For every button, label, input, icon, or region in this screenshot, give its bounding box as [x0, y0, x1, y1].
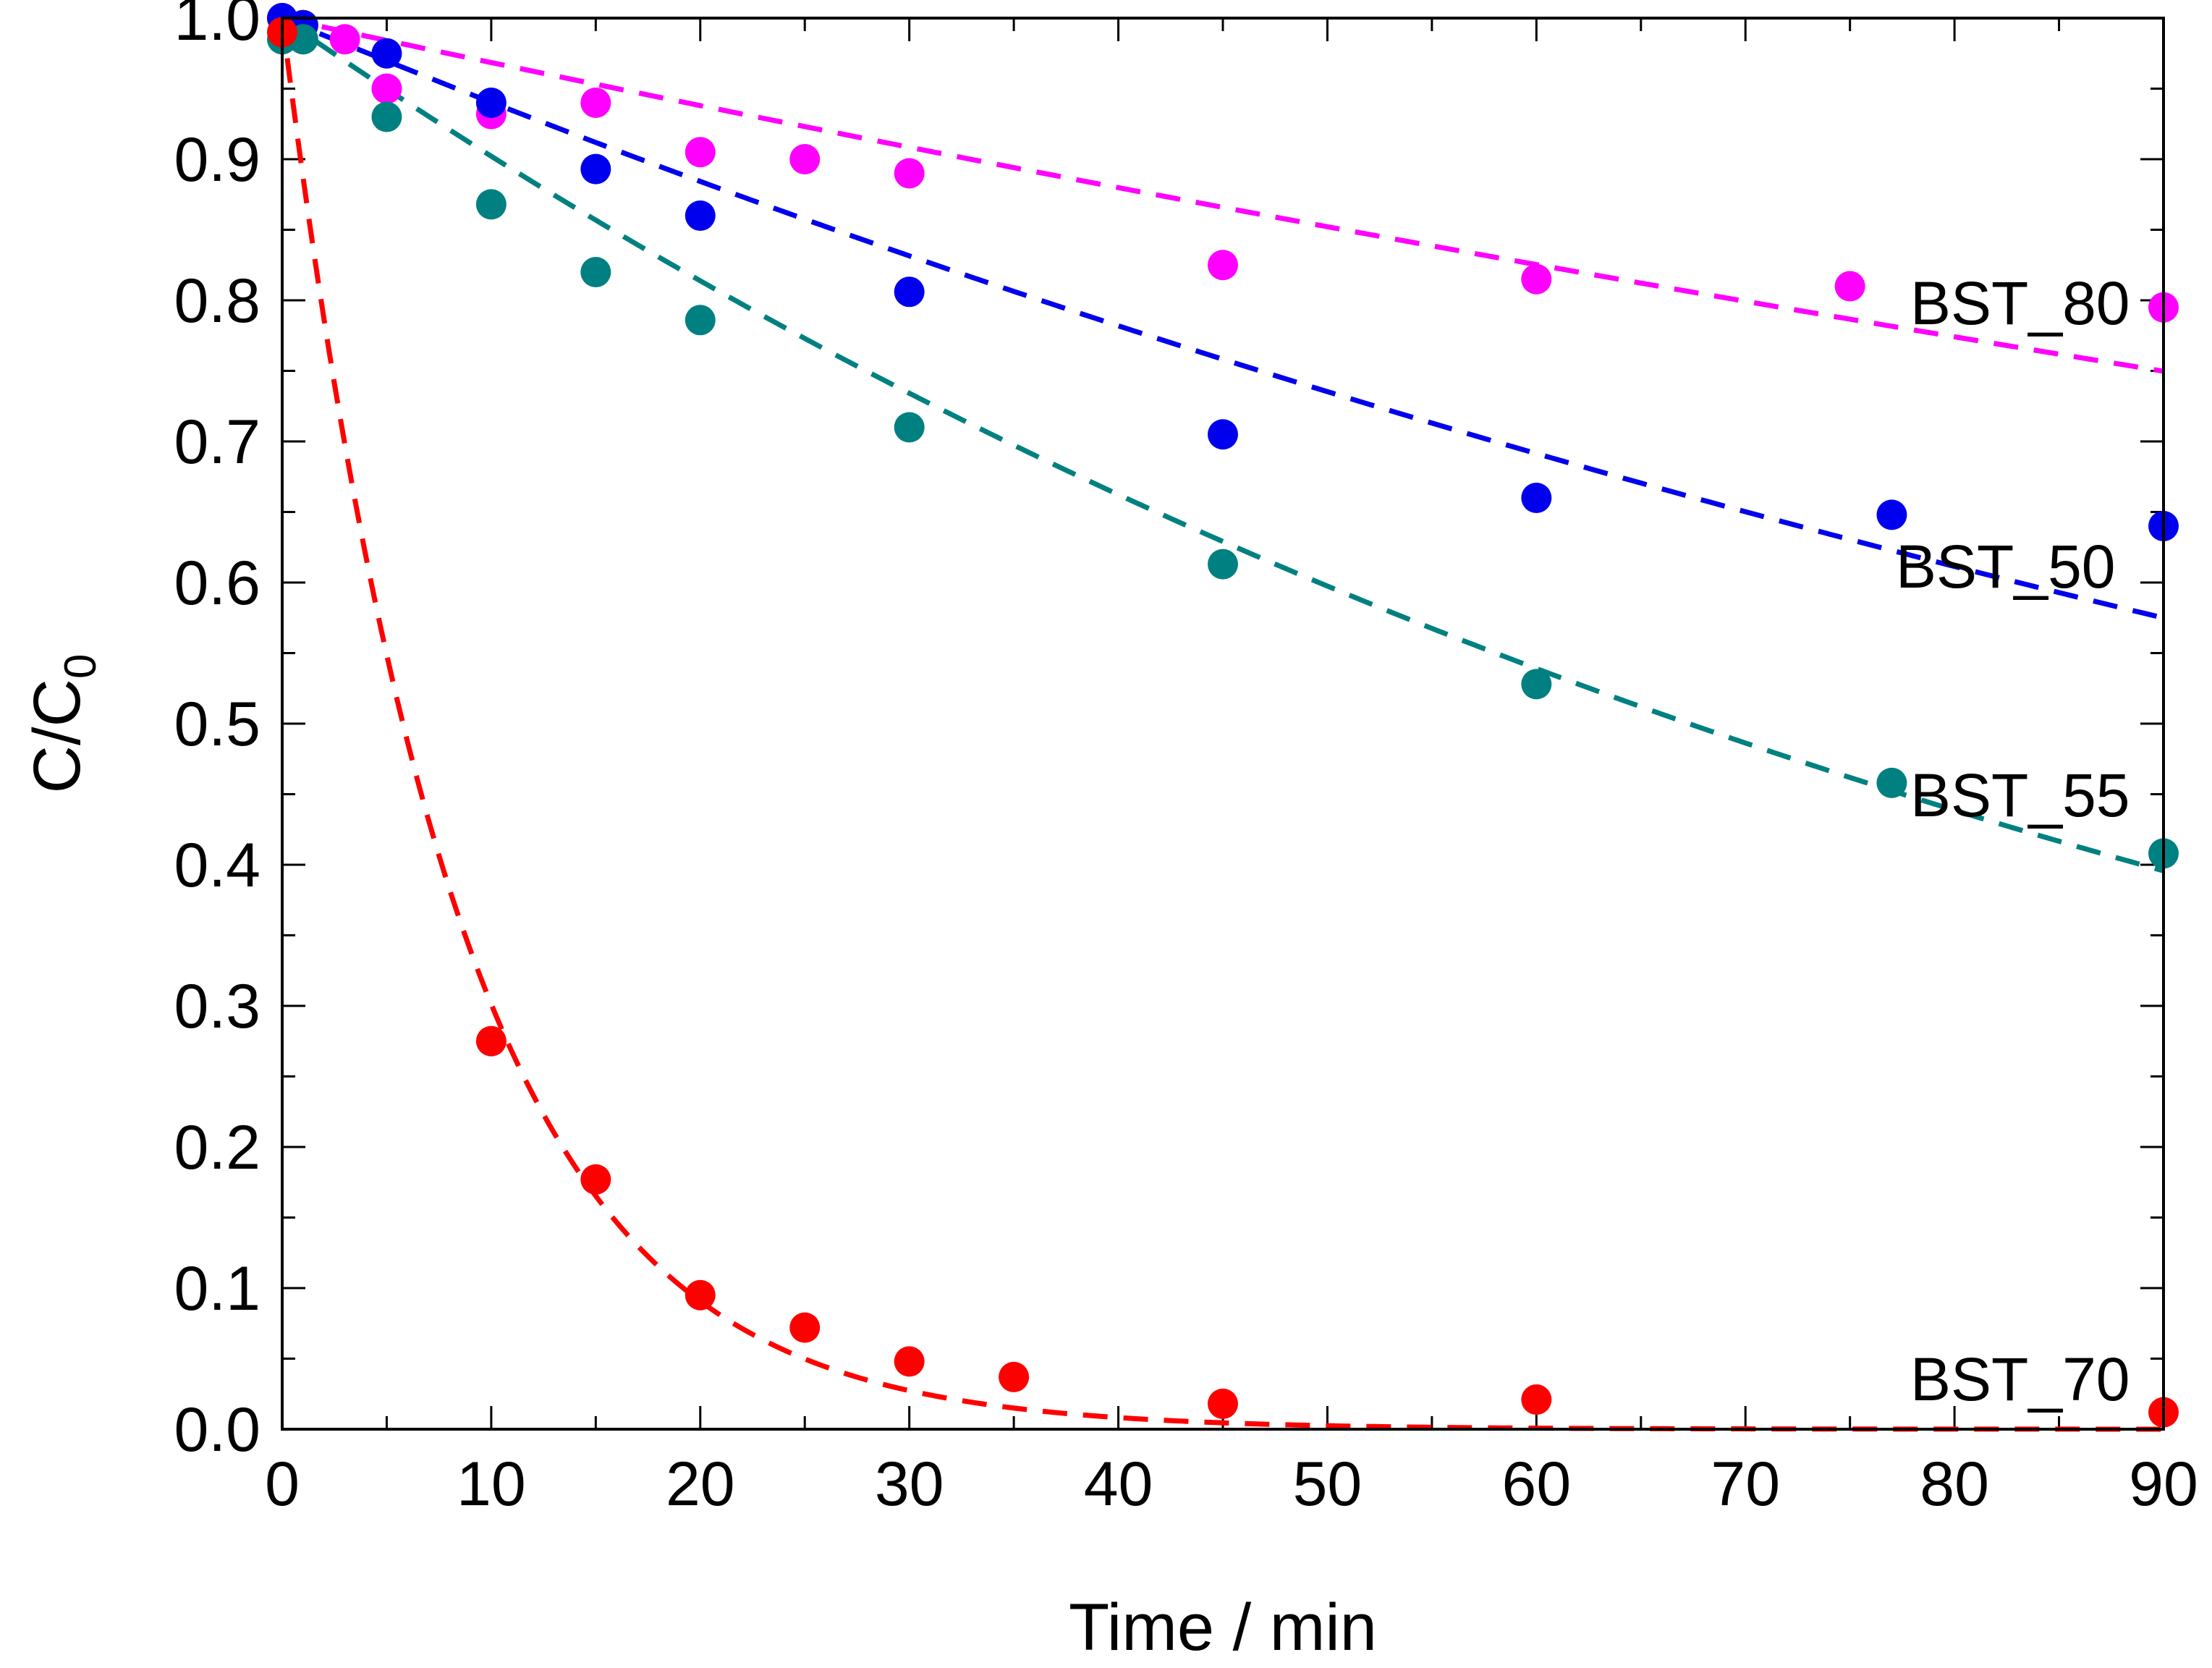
- x-tick-label: 90: [2129, 1449, 2198, 1519]
- y-tick-label: 0.7: [174, 407, 260, 477]
- point-bst-55: [894, 412, 925, 443]
- y-axis-title-subscript: 0: [56, 654, 106, 679]
- series-label-bst-50: BST_50: [1896, 533, 2116, 601]
- y-tick-label: 0.6: [174, 549, 260, 618]
- y-tick-label: 1.0: [174, 0, 260, 54]
- point-bst-80: [580, 88, 611, 118]
- point-bst-55: [685, 305, 716, 336]
- y-tick-label: 0.4: [174, 831, 260, 900]
- point-bst-80: [685, 137, 716, 168]
- y-axis-title-main: C/C: [20, 679, 94, 793]
- fit-line-bst-50: [281, 15, 2164, 621]
- point-bst-80: [329, 24, 360, 55]
- point-bst-50: [580, 153, 611, 185]
- point-bst-55: [1876, 767, 1907, 798]
- y-axis-title: C/C0: [20, 654, 106, 794]
- point-bst-50: [475, 88, 507, 118]
- x-tick-label: 50: [1293, 1449, 1363, 1519]
- fit-line-bst-55: [281, 16, 2164, 873]
- x-tick-label: 30: [875, 1449, 944, 1519]
- point-bst-50: [371, 38, 402, 69]
- point-bst-80: [1208, 250, 1238, 281]
- x-tick-label: 60: [1501, 1449, 1571, 1519]
- x-axis-ticks: [281, 18, 2165, 1429]
- series-label-bst-55: BST_55: [1910, 761, 2130, 829]
- plot-frame: [281, 17, 2165, 1431]
- y-tick-label: 0.5: [174, 690, 260, 759]
- point-bst-70: [475, 1025, 507, 1057]
- point-bst-50: [685, 200, 716, 231]
- x-axis-title: Time / min: [1069, 1591, 1377, 1664]
- x-tick-label: 20: [666, 1449, 735, 1519]
- point-bst-80: [371, 73, 402, 104]
- point-bst-55: [1521, 669, 1552, 700]
- series-label-bst-80: BST_80: [1910, 269, 2130, 337]
- y-tick-label: 0.2: [174, 1113, 260, 1182]
- point-bst-55: [580, 257, 611, 287]
- y-tick-label: 0.3: [174, 972, 260, 1041]
- x-tick-label: 80: [1920, 1449, 1989, 1519]
- point-bst-55: [371, 101, 402, 132]
- point-bst-50: [1521, 483, 1552, 513]
- y-axis-tick-labels: 0.0 0.1 0.2 0.3 0.4 0.5 0.6 0.7 0.8 0.9 1.0: [174, 0, 260, 1465]
- point-bst-70: [999, 1361, 1030, 1392]
- point-bst-50: [1876, 499, 1907, 530]
- point-bst-80: [1834, 271, 1865, 302]
- y-tick-label: 0.1: [174, 1254, 260, 1324]
- y-tick-label: 0.0: [174, 1395, 260, 1465]
- point-bst-80: [789, 144, 821, 174]
- fit-line-bst-70: [279, 17, 2164, 1432]
- series-labels: BST_80 BST_50 BST_55 BST_70: [1896, 269, 2130, 1413]
- x-tick-label: 10: [457, 1449, 526, 1519]
- x-tick-label: 0: [265, 1449, 300, 1519]
- point-bst-70: [894, 1346, 925, 1377]
- y-tick-label: 0.8: [174, 266, 260, 336]
- fit-line-bst-80: [281, 15, 2164, 374]
- point-bst-55: [1208, 549, 1238, 580]
- point-bst-70: [1521, 1384, 1552, 1415]
- point-bst-50: [894, 276, 925, 308]
- point-bst-70: [580, 1164, 611, 1195]
- point-bst-70: [1208, 1388, 1238, 1419]
- point-bst-80: [894, 158, 925, 189]
- fit-lines: [279, 15, 2164, 1432]
- point-bst-80: [1521, 263, 1552, 295]
- x-tick-label: 70: [1711, 1449, 1780, 1519]
- series-label-bst-70: BST_70: [1910, 1345, 2130, 1413]
- x-tick-label: 40: [1084, 1449, 1153, 1519]
- y-tick-label: 0.9: [174, 125, 260, 195]
- point-bst-70: [685, 1279, 716, 1311]
- point-bst-70: [789, 1312, 821, 1343]
- x-axis-tick-labels: 0 10 20 30 40 50 60 70 80 90: [265, 1449, 2198, 1519]
- point-bst-50: [1208, 419, 1238, 450]
- point-bst-55: [475, 189, 507, 220]
